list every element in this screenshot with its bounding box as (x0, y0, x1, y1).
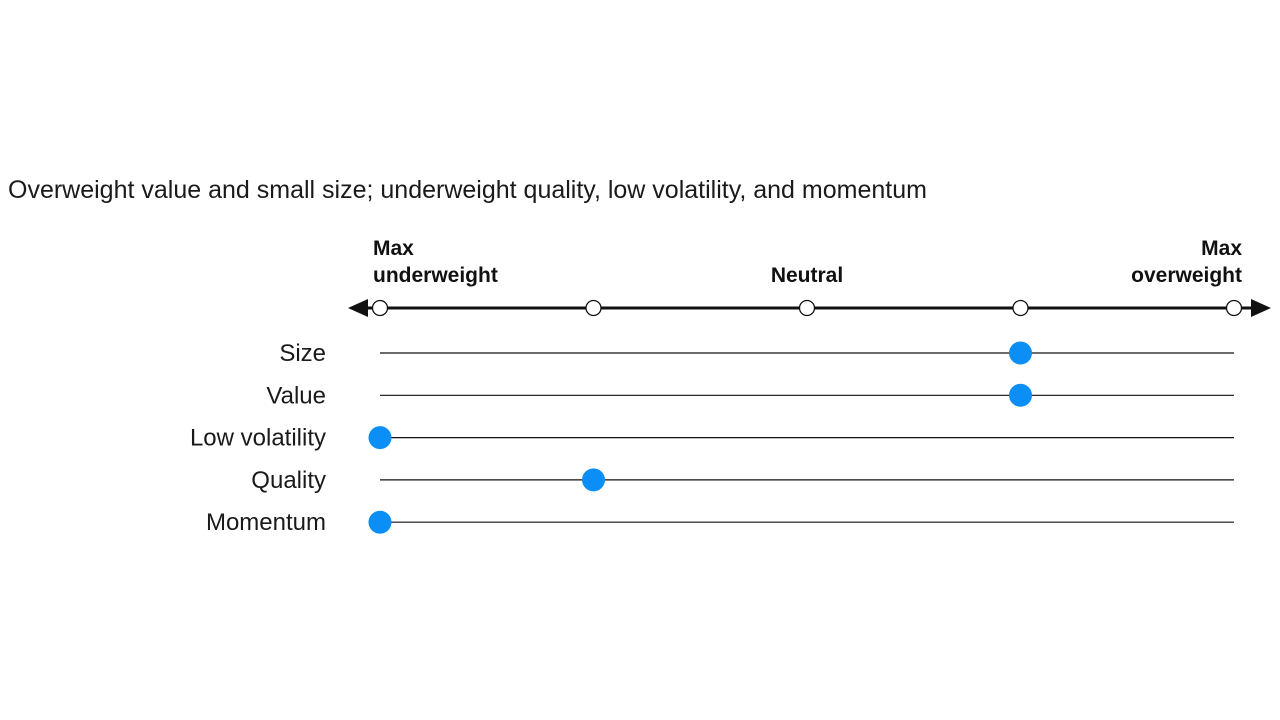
factor-position-marker (1009, 341, 1032, 365)
right-arrow-icon (1251, 299, 1271, 317)
factor-position-marker (582, 468, 605, 492)
chart-subtitle: Overweight value and small size; underwe… (8, 176, 927, 204)
factor-position-marker (368, 426, 392, 450)
scale-label-2-line-0: Max (1201, 237, 1242, 260)
scale-label-2-line-1: overweight (1131, 264, 1242, 287)
factor-row: Quality (251, 467, 1234, 494)
scale-tick-3 (1012, 299, 1029, 317)
scale-label-1-line-0: Neutral (771, 264, 843, 287)
factor-position-marker (368, 510, 392, 534)
factor-position-marker (1009, 383, 1032, 407)
left-arrow-icon (348, 299, 368, 317)
factor-label: Quality (251, 467, 326, 494)
scale-tick-0 (371, 299, 389, 317)
factor-label: Size (279, 340, 326, 367)
factor-row: Momentum (206, 509, 1234, 536)
factor-label: Value (266, 382, 326, 409)
factor-row: Size (279, 340, 1234, 367)
scale-axis: Max underweight Neutral Max overweight (348, 237, 1271, 317)
factor-label: Low volatility (190, 425, 326, 452)
scale-label-0-line-0: Max (373, 237, 414, 260)
factor-row: Low volatility (190, 425, 1234, 452)
factor-label: Momentum (206, 509, 326, 536)
scale-tick-2 (798, 299, 816, 317)
scale-tick-1 (585, 299, 602, 317)
scale-label-0-line-1: underweight (373, 264, 498, 287)
factor-rows: Size Value Low volatility Quality Momentum (190, 340, 1234, 536)
factor-row: Value (266, 382, 1234, 409)
scale-tick-4 (1225, 299, 1243, 317)
